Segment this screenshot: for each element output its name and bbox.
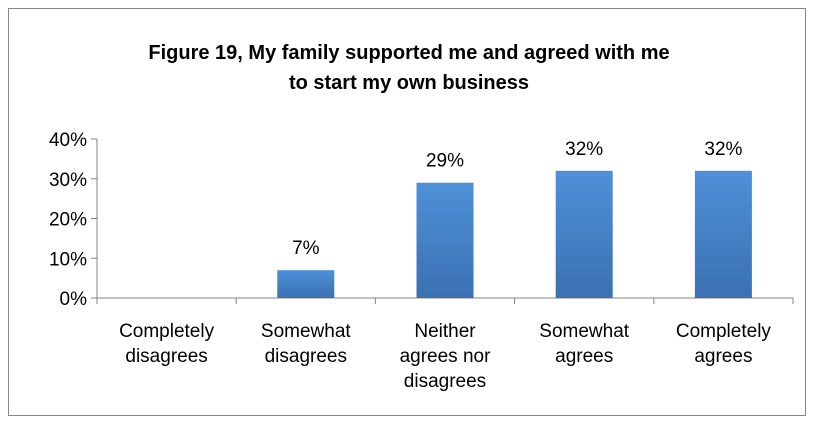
x-category-label: Completely [119, 321, 215, 342]
chart-title-line-2: to start my own business [288, 72, 530, 94]
y-tick-label: 40% [49, 130, 87, 151]
x-category-label: disagrees [404, 371, 486, 392]
y-tick-label: 0% [60, 289, 88, 310]
data-label: 29% [426, 151, 464, 172]
bar [694, 170, 752, 298]
x-category-label: Completely [676, 321, 772, 342]
y-tick-label: 10% [49, 249, 87, 270]
chart-title-line-1: Figure 19, My family supported me and ag… [148, 42, 670, 64]
x-category-label: agrees nor [400, 346, 492, 367]
chart-frame [8, 8, 806, 416]
x-category-label: Somewhat [261, 321, 351, 342]
bar [277, 270, 335, 298]
x-category-label: Neither [414, 321, 476, 342]
x-category-label: disagrees [265, 346, 347, 367]
x-category-label: Somewhat [539, 321, 629, 342]
data-label: 32% [565, 139, 603, 160]
x-category-label: disagrees [125, 346, 207, 367]
bar [555, 170, 613, 298]
data-label: 32% [704, 139, 742, 160]
data-label: 7% [292, 238, 320, 259]
x-category-label: agrees [555, 346, 613, 367]
chart-title: Figure 19, My family supported me and ag… [90, 38, 728, 98]
x-category-label: agrees [694, 346, 752, 367]
y-tick-label: 20% [49, 210, 87, 231]
y-tick-label: 30% [49, 170, 87, 191]
bar [416, 182, 474, 298]
